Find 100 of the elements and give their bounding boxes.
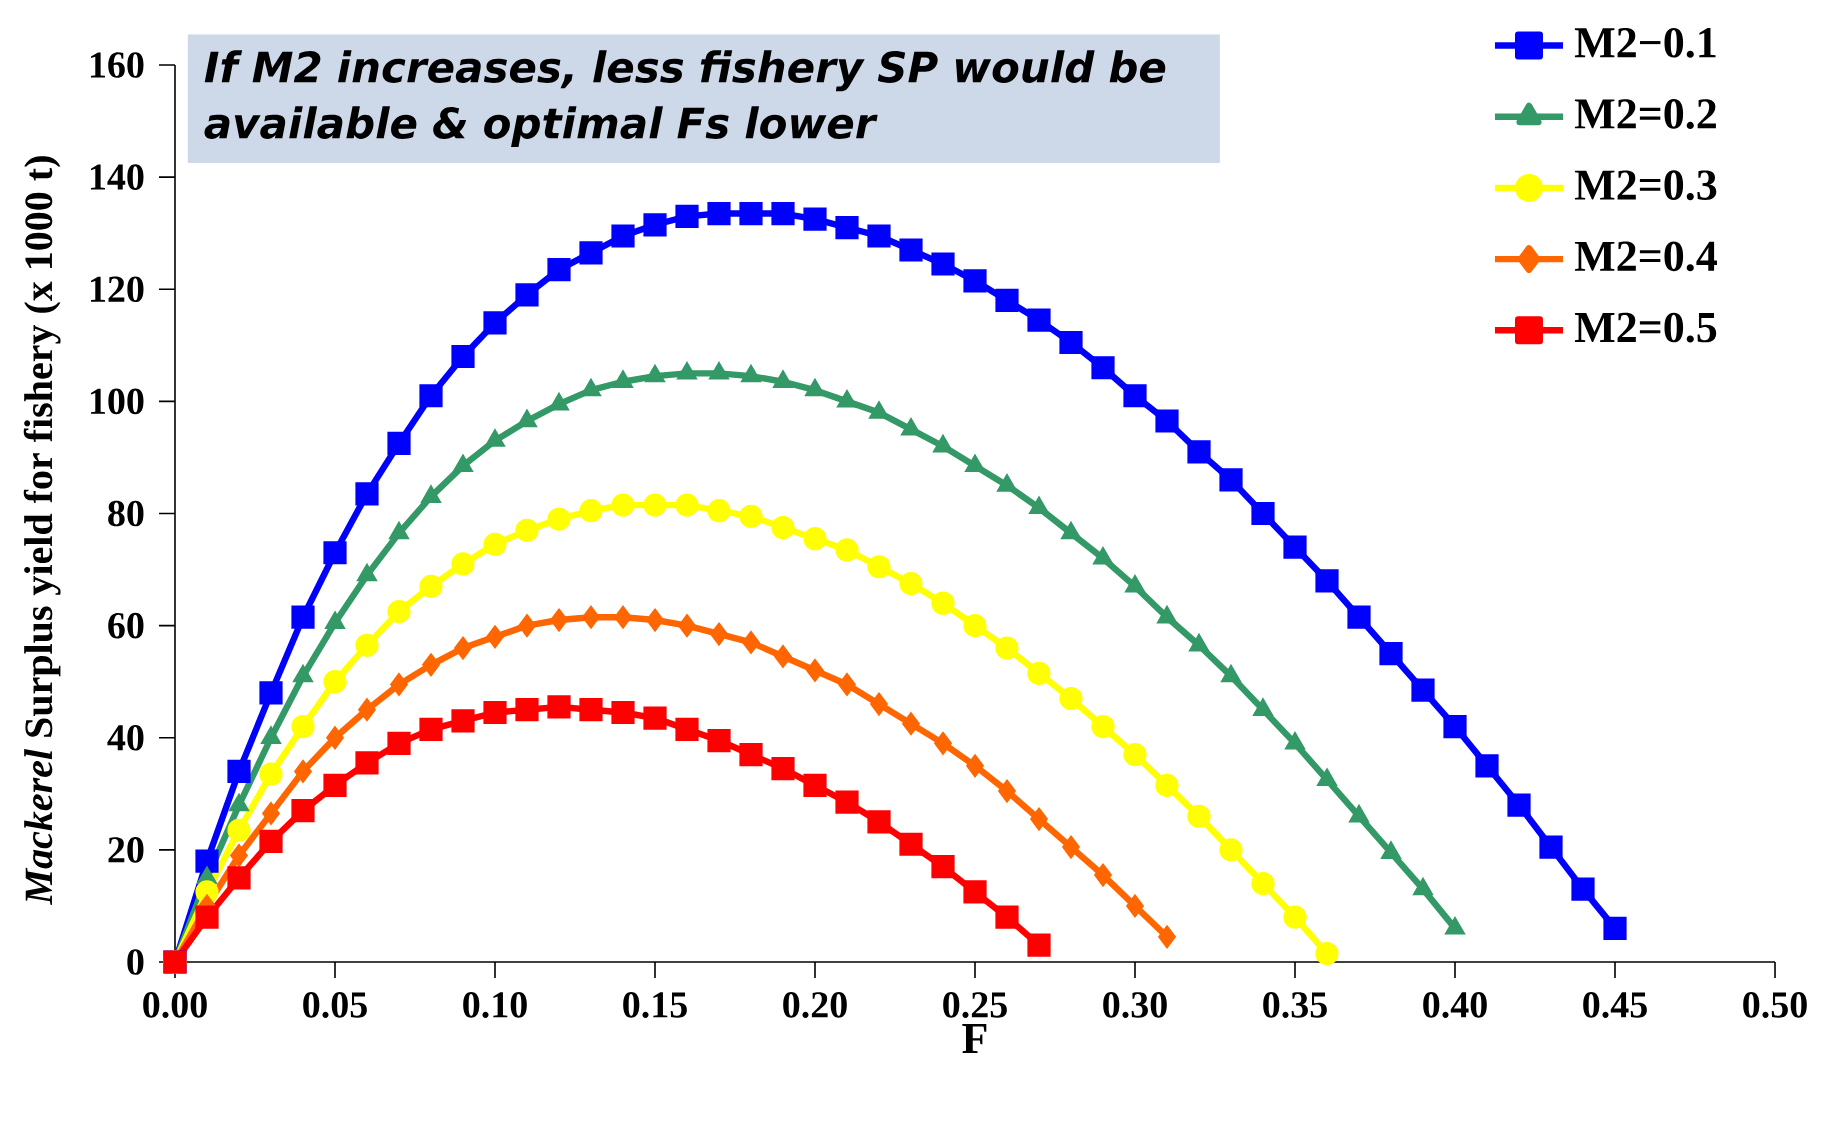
point <box>1123 384 1147 408</box>
x-tick-label: 0.50 <box>1743 992 1807 1018</box>
point <box>675 717 699 741</box>
point <box>899 832 923 856</box>
point <box>995 636 1019 660</box>
point <box>966 754 984 778</box>
point <box>227 759 251 783</box>
point <box>899 571 923 596</box>
point <box>1283 535 1307 559</box>
point <box>259 829 283 854</box>
point <box>230 843 248 868</box>
y-tick-label: 100 <box>90 388 144 415</box>
point <box>291 799 315 823</box>
point <box>934 731 952 755</box>
x-tick-label: 0.15 <box>623 992 687 1018</box>
point <box>419 717 443 741</box>
point <box>483 700 507 725</box>
x-tick-label: 0.10 <box>463 992 527 1018</box>
point <box>739 201 763 226</box>
point <box>1030 807 1048 831</box>
point <box>710 622 728 646</box>
point <box>259 762 283 786</box>
point <box>1411 678 1435 702</box>
point <box>1091 356 1115 380</box>
legend-label: M2=0.5 <box>1574 312 1717 343</box>
point <box>547 258 571 282</box>
point <box>291 605 315 629</box>
x-tick-label: 0.40 <box>1423 992 1487 1018</box>
point <box>259 681 283 705</box>
point <box>1126 894 1144 918</box>
point <box>1059 330 1083 355</box>
point <box>902 712 920 736</box>
point <box>931 855 955 879</box>
point <box>675 493 699 517</box>
point <box>643 706 667 730</box>
point <box>195 905 219 929</box>
annotation: If M2 increases, less fishery SP would be available & optimal Fs lower <box>204 50 1166 148</box>
point <box>835 215 859 240</box>
point <box>1539 835 1563 859</box>
point <box>323 670 347 694</box>
point <box>1219 838 1243 862</box>
point <box>1475 754 1499 778</box>
point <box>803 773 827 797</box>
point <box>771 201 795 226</box>
point <box>1603 916 1627 940</box>
point <box>515 698 539 722</box>
point <box>579 241 603 265</box>
point <box>646 608 664 632</box>
point <box>867 555 891 579</box>
point <box>1507 793 1531 817</box>
point <box>1315 569 1339 593</box>
point <box>1155 409 1179 433</box>
point <box>483 532 507 556</box>
y-tick-label: 80 <box>108 500 144 527</box>
y-tick-label: 160 <box>90 52 144 78</box>
point <box>419 574 443 598</box>
point <box>195 849 219 873</box>
x-tick-label: 0.35 <box>1263 992 1327 1018</box>
point <box>1251 871 1275 896</box>
point <box>931 591 955 615</box>
point <box>454 636 472 660</box>
point <box>931 252 955 276</box>
legend-label: M2=0.3 <box>1574 170 1717 201</box>
point <box>390 672 408 697</box>
point <box>518 614 536 638</box>
point <box>611 493 635 517</box>
point <box>774 644 792 669</box>
point <box>963 614 987 638</box>
point <box>678 614 696 638</box>
point <box>262 801 280 826</box>
point <box>1379 642 1403 666</box>
point <box>1091 714 1115 739</box>
point <box>355 751 379 775</box>
point <box>643 493 667 517</box>
point <box>294 759 312 783</box>
y-tick-label: 120 <box>90 276 144 303</box>
point <box>422 653 440 677</box>
point <box>1347 605 1371 629</box>
point <box>739 742 763 767</box>
x-tick-label: 0.45 <box>1583 992 1647 1018</box>
point <box>582 605 600 629</box>
point <box>998 779 1016 803</box>
y-tick-label: 20 <box>108 837 144 863</box>
point <box>1027 308 1051 332</box>
point <box>355 482 379 506</box>
point <box>707 499 731 523</box>
point <box>1123 742 1147 767</box>
point <box>227 866 251 890</box>
x-tick-label: 0.05 <box>303 992 367 1018</box>
x-tick-label: 0.30 <box>1103 992 1167 1018</box>
point <box>387 731 411 755</box>
x-tick-label: 0.25 <box>943 992 1007 1018</box>
y-tick-label: 40 <box>107 724 144 751</box>
point <box>742 630 760 655</box>
point <box>899 238 923 262</box>
point <box>486 625 504 649</box>
point <box>387 431 411 456</box>
point <box>1158 925 1176 949</box>
point <box>419 384 443 408</box>
point <box>806 658 824 683</box>
